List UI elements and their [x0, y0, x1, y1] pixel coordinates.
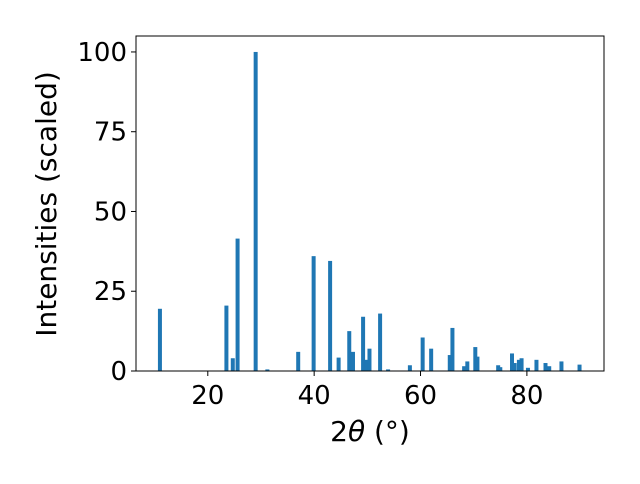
bar-0-9: [336, 357, 341, 371]
bar-0-27: [498, 367, 503, 371]
bar-0-8: [328, 260, 333, 371]
x-axis-ticks: 20 40 60 80: [191, 371, 543, 411]
x-axis-label-prefix: 2: [330, 415, 348, 448]
bar-0-18: [420, 337, 425, 371]
bar-0-26: [496, 365, 501, 371]
bar-0-2: [230, 358, 235, 371]
bar-0-4: [253, 51, 258, 371]
bar-0-17: [407, 365, 412, 371]
bar-0-29: [512, 363, 517, 371]
bar-0-15: [378, 313, 383, 371]
x-axis-label-unit: (°): [365, 415, 410, 448]
bar-0-14: [367, 348, 372, 371]
bar-0-28: [510, 353, 514, 371]
y-tick-label-0: 0: [110, 357, 127, 387]
bar-0-12: [361, 316, 366, 371]
bar-0-20: [447, 355, 452, 371]
y-tick-label-1: 25: [94, 277, 127, 307]
x-tick-label-0: 20: [191, 381, 224, 411]
bar-0-7: [311, 256, 316, 371]
y-tick-label-4: 100: [77, 38, 127, 68]
bar-0-30: [516, 359, 521, 371]
y-axis-ticks: 0 25 50 75 100: [77, 38, 136, 387]
bar-0-5: [265, 369, 270, 371]
bar-0-6: [296, 351, 301, 371]
y-tick-label-3: 75: [94, 118, 127, 148]
y-axis-label: Intensities (scaled): [30, 71, 63, 337]
bar-0-36: [559, 361, 564, 371]
x-axis-label: 2θ (°): [330, 415, 410, 448]
bar-0-37: [577, 364, 582, 371]
bar-0-25: [475, 356, 480, 371]
bar-0-21: [450, 327, 455, 371]
bars-layer: [157, 51, 582, 371]
bar-0-31: [519, 358, 524, 371]
bar-0-33: [534, 359, 539, 371]
bar-0-3: [235, 238, 240, 371]
bar-0-35: [547, 366, 552, 371]
plot-frame: [135, 35, 605, 372]
bar-0-22: [462, 366, 467, 371]
x-tick-label-3: 80: [510, 381, 543, 411]
bar-0-10: [347, 331, 352, 371]
bar-0-19: [429, 348, 434, 371]
bar-0-24: [473, 347, 478, 371]
x-tick-label-2: 60: [404, 381, 437, 411]
bar-0-1: [224, 305, 229, 371]
x-axis-label-theta: θ: [348, 415, 365, 448]
bar-0-34: [543, 363, 548, 371]
bar-0-0: [157, 308, 162, 371]
y-tick-label-2: 50: [94, 197, 127, 227]
bar-0-16: [386, 369, 391, 371]
x-tick-label-1: 40: [298, 381, 331, 411]
bar-0-13: [364, 359, 369, 371]
bar-0-11: [350, 351, 355, 371]
bar-0-23: [465, 361, 470, 371]
bar-0-32: [525, 367, 530, 371]
